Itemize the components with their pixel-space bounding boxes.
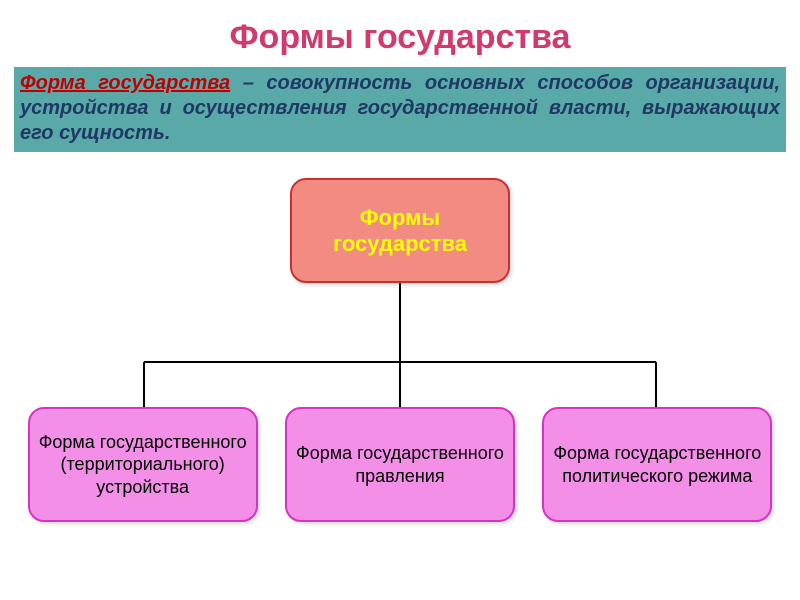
tree-diagram: Формы государства Форма государственного… bbox=[0, 172, 800, 542]
child-node-regime: Форма государственного политического реж… bbox=[542, 407, 772, 522]
page-title: Формы государства bbox=[0, 0, 800, 67]
root-node-label: Формы государства bbox=[298, 205, 502, 257]
child-node-label: Форма государственного (территориального… bbox=[38, 431, 248, 499]
child-node-label: Форма государственного политического реж… bbox=[552, 442, 762, 487]
child-node-label: Форма государственного правления bbox=[295, 442, 505, 487]
child-node-territorial: Форма государственного (территориального… bbox=[28, 407, 258, 522]
child-node-government: Форма государственного правления bbox=[285, 407, 515, 522]
definition-term: Форма государства bbox=[20, 72, 230, 94]
definition-box: Форма государства – совокупность основны… bbox=[14, 67, 786, 152]
definition-separator: – bbox=[230, 72, 266, 94]
child-row: Форма государственного (территориального… bbox=[0, 407, 800, 522]
root-node: Формы государства bbox=[290, 178, 510, 283]
